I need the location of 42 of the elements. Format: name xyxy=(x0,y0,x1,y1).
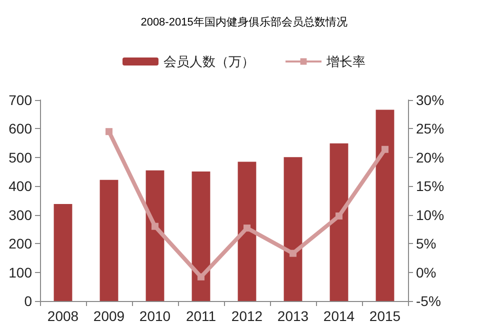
bar xyxy=(238,162,256,301)
y-tick-label: 300 xyxy=(8,206,32,223)
x-tick-label: 2010 xyxy=(139,308,171,324)
y-tick-label: 600 xyxy=(8,120,32,137)
x-tick-label: 2012 xyxy=(231,308,263,324)
y-tick-label: 400 xyxy=(8,178,32,194)
point xyxy=(106,128,112,136)
x-tick-label: 2011 xyxy=(186,308,216,324)
point xyxy=(290,250,296,257)
y-tick-label: 700 xyxy=(8,92,32,108)
bar xyxy=(192,172,210,301)
y-tick-label: 500 xyxy=(8,149,32,166)
point xyxy=(336,212,342,220)
point xyxy=(244,224,250,232)
y2-tick-label: 20% xyxy=(416,149,444,166)
x-tick-label: 2013 xyxy=(277,308,309,324)
bar xyxy=(376,110,394,301)
y2-tick-label: -5% xyxy=(416,293,441,309)
y2-tick-label: 15% xyxy=(416,178,444,194)
y-tick-label: 200 xyxy=(8,236,32,252)
legend-label: 增长率 xyxy=(326,54,366,69)
chart-title: 2008-2015年国内健身俱乐部会员总数情况 xyxy=(140,16,348,28)
y-tick-label: 100 xyxy=(8,264,32,280)
y-tick-label: 0 xyxy=(24,293,32,309)
bar xyxy=(330,143,348,301)
bar xyxy=(284,157,302,301)
x-tick-label: 2009 xyxy=(93,308,125,324)
y2-tick-label: 25% xyxy=(416,120,444,137)
point xyxy=(198,273,204,280)
x-tick-label: 2008 xyxy=(47,308,79,324)
y2-tick-label: 10% xyxy=(416,206,444,223)
bar xyxy=(54,204,72,301)
y2-tick-label: 5% xyxy=(416,236,436,252)
legend-label: 会员人数（万） xyxy=(164,54,254,69)
x-tick-label: 2015 xyxy=(369,308,401,324)
x-tick-label: 2014 xyxy=(323,308,355,324)
point xyxy=(382,146,388,153)
point xyxy=(152,222,158,230)
bar xyxy=(146,170,164,301)
y2-tick-label: 30% xyxy=(416,92,444,108)
y2-tick-label: 0% xyxy=(416,264,436,280)
bar xyxy=(100,180,118,301)
